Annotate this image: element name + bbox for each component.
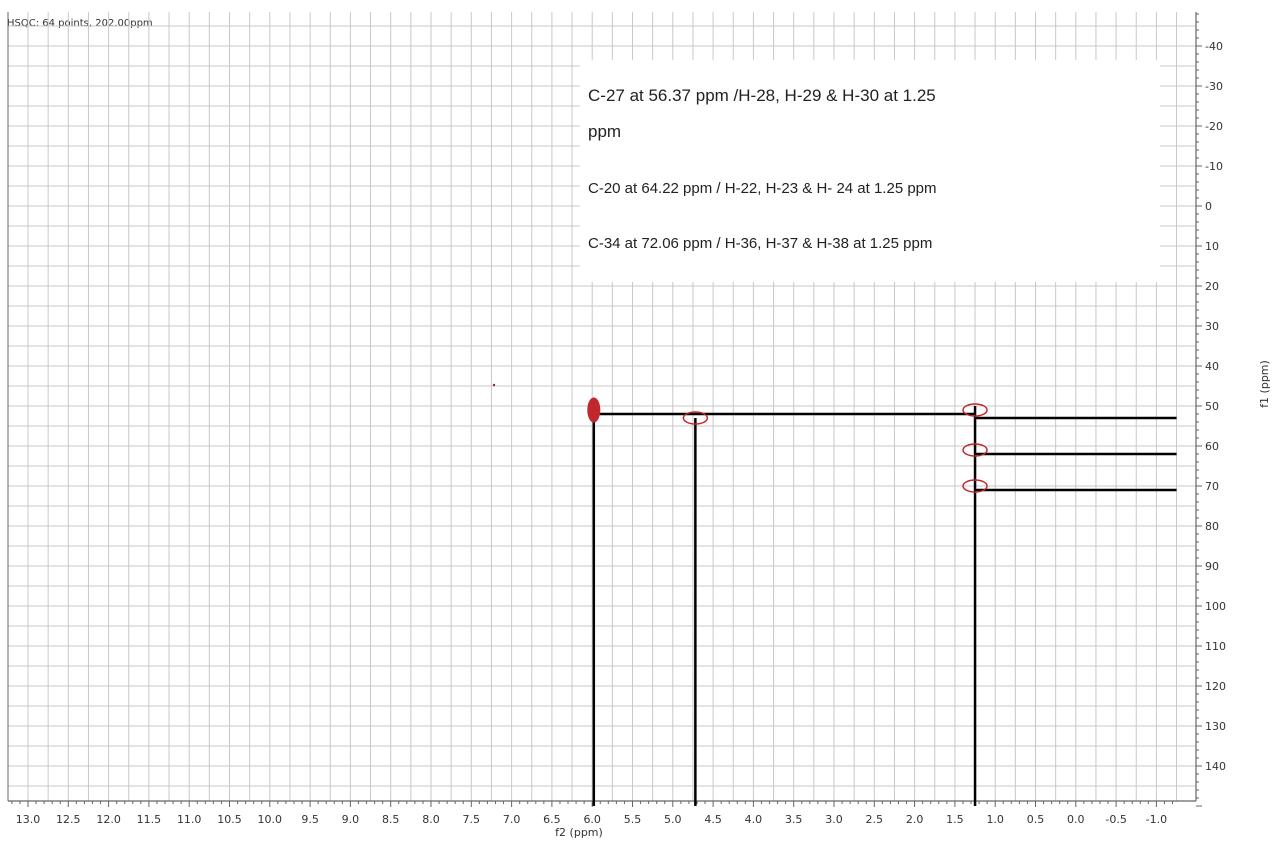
annotation-c27-line1: C-27 at 56.37 ppm /H-28, H-29 & H-30 at …	[588, 86, 936, 105]
x-tick-label: 7.0	[503, 813, 521, 826]
y-tick-label: 90	[1205, 560, 1219, 573]
x-tick-label: 8.0	[422, 813, 440, 826]
x-tick-label: 9.5	[301, 813, 319, 826]
x-tick-label: 0.0	[1067, 813, 1085, 826]
chart-header: HSQC: 64 points, 202.00ppm	[7, 18, 153, 29]
x-tick-label: 5.5	[624, 813, 642, 826]
cross-peak	[962, 403, 988, 417]
x-tick-label: 11.5	[137, 813, 162, 826]
x-tick-label: 6.0	[583, 813, 601, 826]
x-tick-label: 1.0	[986, 813, 1004, 826]
grid	[8, 12, 1196, 801]
x-tick-label: 9.0	[342, 813, 360, 826]
y-tick-label: 70	[1205, 480, 1219, 493]
x-tick-label: 10.0	[258, 813, 283, 826]
y-tick-label: 60	[1205, 440, 1219, 453]
x-tick-label: 2.0	[906, 813, 924, 826]
x-tick-label: 4.0	[745, 813, 763, 826]
x-tick-label: -1.0	[1146, 813, 1167, 826]
cross-peak	[682, 411, 709, 425]
y-tick-label: 30	[1205, 320, 1219, 333]
x-tick-label: 6.5	[543, 813, 561, 826]
y-tick-label: 140	[1205, 760, 1226, 773]
correlation-lines	[592, 406, 1177, 806]
x-tick-label: 2.5	[866, 813, 884, 826]
y-tick-label: 50	[1205, 400, 1219, 413]
y-tick-label: -30	[1205, 80, 1223, 93]
y-tick-label: 10	[1205, 240, 1219, 253]
y-tick-label: -40	[1205, 40, 1223, 53]
x-axis: 13.0 12.5 12.0 11.5 11.0 10.5 10.0 9.5 9.0 8.5 8.0…	[11, 801, 1174, 826]
x-tick-label: 4.5	[704, 813, 722, 826]
x-tick-label: 0.5	[1027, 813, 1045, 826]
x-tick-label: 8.5	[382, 813, 400, 826]
y-tick-label: 130	[1205, 720, 1226, 733]
y-tick-label: -10	[1205, 160, 1223, 173]
annotation-c20: C-20 at 64.22 ppm / H-22, H-23 & H- 24 a…	[588, 180, 937, 197]
x-tick-label: 12.5	[56, 813, 81, 826]
x-tick-label: 12.0	[96, 813, 121, 826]
y-tick-label: 110	[1205, 640, 1226, 653]
noise-speck	[492, 383, 496, 387]
y-axis: -40 -30 -20 -10 0 10 20 30 40 50 60 70 80 90 100 110 120…	[1196, 13, 1226, 807]
annotation-c27-line2: ppm	[588, 122, 621, 141]
cross-peak	[587, 397, 601, 423]
y-tick-label: 0	[1205, 200, 1212, 213]
y-tick-label: 40	[1205, 360, 1219, 373]
x-tick-label: 3.5	[785, 813, 803, 826]
x-tick-label: 1.5	[946, 813, 964, 826]
x-axis-label: f2 (ppm)	[555, 826, 603, 839]
x-tick-label: -0.5	[1105, 813, 1126, 826]
y-tick-label: 120	[1205, 680, 1226, 693]
y-tick-label: 20	[1205, 280, 1219, 293]
annotation-box	[580, 60, 1160, 282]
x-tick-label: 10.5	[217, 813, 242, 826]
y-axis-label: f1 (ppm)	[1258, 360, 1271, 408]
cross-peaks	[587, 397, 988, 493]
x-tick-label: 5.0	[664, 813, 682, 826]
annotation-c34: C-34 at 72.06 ppm / H-36, H-37 & H-38 at…	[588, 235, 932, 252]
x-tick-label: 11.0	[177, 813, 202, 826]
y-tick-label: 80	[1205, 520, 1219, 533]
x-tick-label: 13.0	[16, 813, 41, 826]
y-tick-label: -20	[1205, 120, 1223, 133]
cross-peak	[962, 479, 988, 493]
cross-peak	[962, 443, 988, 457]
x-tick-label: 3.0	[825, 813, 843, 826]
y-tick-label: 100	[1205, 600, 1226, 613]
x-tick-label: 7.5	[463, 813, 481, 826]
